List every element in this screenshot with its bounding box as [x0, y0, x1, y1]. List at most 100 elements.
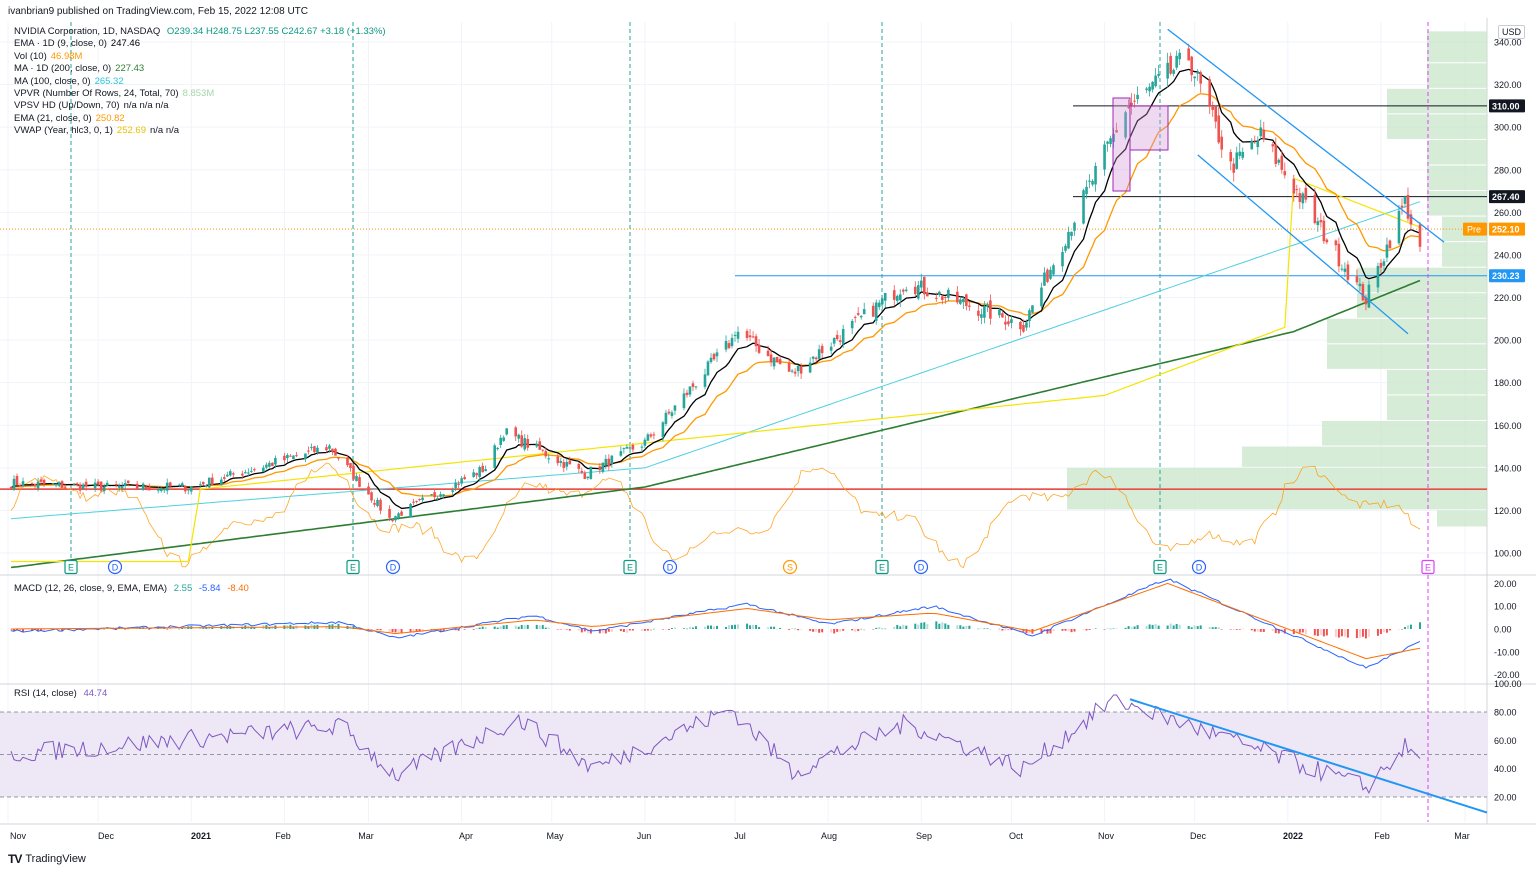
candle-body	[502, 437, 506, 441]
candle-body	[1085, 186, 1088, 195]
macd-histogram-bar	[941, 622, 944, 629]
macd-histogram-bar	[1419, 622, 1421, 629]
candle-body	[649, 434, 653, 437]
macd-histogram-bar	[19, 629, 22, 631]
candle-body	[400, 511, 403, 516]
candle-body	[189, 486, 193, 492]
candle-body	[159, 487, 163, 491]
price-tick-label: 240.00	[1494, 250, 1522, 260]
macd-histogram-bar	[920, 622, 923, 629]
macd-signal-line	[11, 582, 1421, 660]
volume-profile-bar	[1322, 420, 1487, 446]
macd-histogram-bar	[460, 628, 463, 629]
macd-histogram-bar	[1199, 625, 1202, 629]
candle-body	[796, 365, 800, 372]
legend-ma100[interactable]: MA (100, close, 0) 265.32	[14, 75, 124, 87]
legend-ema21[interactable]: EMA (21, close, 0) 250.82	[14, 112, 125, 124]
macd-histogram-bar	[1382, 629, 1385, 633]
macd-histogram-bar	[1235, 629, 1238, 630]
macd-histogram-bar	[968, 625, 971, 629]
macd-legend[interactable]: MACD (12, 26, close, 9, EMA, EMA) 2.55 -…	[14, 583, 249, 594]
time-tick-label: Apr	[459, 831, 473, 841]
candle-body	[1172, 69, 1175, 74]
macd-histogram-bar	[43, 629, 46, 632]
earnings-marker	[1421, 559, 1435, 575]
time-tick-label: Aug	[821, 831, 837, 841]
candle-body	[156, 488, 160, 491]
legend-ma200[interactable]: MA · 1D (200, close, 0) 227.43	[14, 63, 145, 75]
candle-body	[1313, 194, 1317, 224]
time-tick-label: Feb	[275, 831, 291, 841]
macd-histogram-bar	[938, 623, 941, 629]
candle-body	[631, 445, 635, 450]
macd-histogram-bar	[631, 629, 634, 631]
macd-histogram-bar	[415, 629, 418, 631]
candle-body	[373, 502, 376, 505]
candle-body	[463, 477, 466, 480]
legend-vol[interactable]: Vol (10) 46.98M	[14, 50, 83, 62]
price-tick-label: 160.00	[1494, 421, 1522, 431]
event-marker-label: D	[112, 563, 119, 573]
macd-histogram-bar	[709, 625, 712, 629]
candle-body	[1283, 171, 1287, 176]
macd-histogram-bar	[556, 629, 559, 630]
legend-ema9[interactable]: EMA · 1D (9, close, 0) 247.46	[14, 38, 140, 50]
macd-histogram-bar	[544, 627, 547, 629]
candle-body	[733, 335, 737, 337]
macd-histogram-bar	[40, 629, 43, 631]
rsi-downtrend-line	[1129, 698, 1488, 814]
macd-histogram-bar	[484, 626, 487, 629]
macd-histogram-bar	[1178, 624, 1181, 629]
macd-histogram-bar	[1145, 625, 1148, 629]
macd-histogram-bar	[1376, 629, 1379, 636]
time-tick-label: Nov	[10, 831, 27, 841]
footer-brand[interactable]: TV TradingView	[8, 852, 86, 866]
candle-body	[661, 422, 665, 438]
candle-body	[1049, 269, 1052, 279]
event-marker-label: E	[1425, 563, 1431, 573]
legend-vpvr[interactable]: VPVR (Number Of Rows, 24, Total, 70) 8.85…	[14, 88, 215, 100]
candle-body	[63, 486, 67, 488]
candle-body	[565, 461, 569, 467]
macd-histogram-bar	[580, 629, 583, 633]
candle-body	[454, 482, 457, 489]
candle-body	[859, 315, 863, 318]
symbol-name[interactable]: NVIDIA Corporation, 1D, NASDAQ	[14, 26, 161, 37]
candle-body	[1094, 166, 1097, 185]
macd-histogram-bar	[1313, 629, 1316, 636]
ma100-line	[10, 201, 1421, 520]
candle-body	[210, 477, 214, 486]
macd-line	[10, 578, 1421, 669]
rsi-legend[interactable]: RSI (14, close) 44.74	[14, 688, 108, 699]
macd-tick-label: 10.00	[1494, 602, 1517, 612]
candle-body	[787, 363, 791, 372]
candle-body	[664, 412, 668, 424]
candle-body	[436, 498, 439, 500]
macd-histogram-bar	[1112, 628, 1115, 630]
macd-histogram-bar	[809, 629, 812, 631]
macd-histogram-bar	[226, 628, 229, 629]
macd-histogram-bar	[358, 627, 361, 629]
candle-body	[42, 479, 46, 485]
macd-histogram-bar	[977, 628, 980, 630]
macd-histogram-bar	[1007, 629, 1010, 630]
candle-body	[832, 338, 836, 344]
currency-label[interactable]: USD	[1498, 25, 1526, 39]
candle-body	[1193, 76, 1196, 79]
candle-body	[117, 485, 121, 488]
legend-vwap[interactable]: VWAP (Year, hlc3, 0, 1) 252.69 n/a n/a	[14, 125, 180, 137]
legend-vpsv[interactable]: VPSV HD (Up/Down, 70) n/a n/a n/a	[14, 100, 169, 112]
time-tick-label: Nov	[1098, 831, 1115, 841]
ohlc-values: O239.34 H248.75 L237.55 C242.67 +3.18 (+…	[166, 26, 386, 37]
macd-histogram-bar	[1400, 629, 1403, 630]
candle-body	[580, 470, 584, 473]
dividend-marker	[107, 559, 123, 575]
trendlines[interactable]	[1167, 28, 1445, 335]
candle-body	[1169, 56, 1172, 74]
time-tick-label: Dec	[98, 831, 115, 841]
dividend-marker	[1191, 559, 1207, 575]
rsi-tick-label: 100.00	[1494, 679, 1522, 689]
macd-histogram-bar	[1151, 624, 1154, 629]
